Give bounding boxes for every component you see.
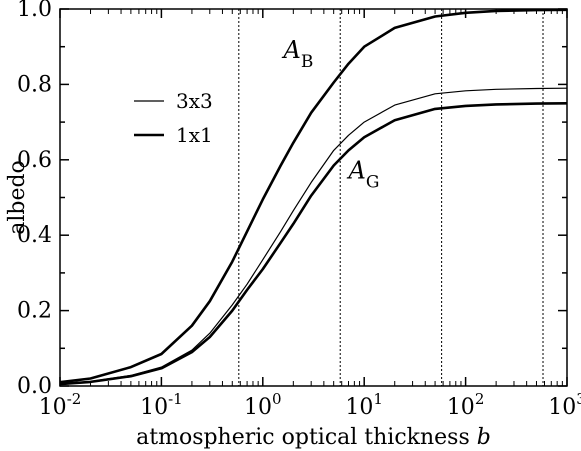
x-tick-label: 10-1 xyxy=(140,390,183,420)
legend-label: 1x1 xyxy=(176,123,213,147)
x-tick-labels: 10-210-1100101102103 xyxy=(39,390,581,420)
annotation-var: A xyxy=(346,157,365,185)
series-layer xyxy=(59,8,568,386)
x-tick-label-exponent: 1 xyxy=(373,390,383,408)
annotation-subscript: B xyxy=(301,52,314,72)
series-line-0 xyxy=(59,8,568,384)
legend-label: 3x3 xyxy=(176,89,213,113)
vertical-reference-lines xyxy=(238,9,544,386)
x-axis-label-text: atmospheric optical thickness xyxy=(136,425,470,450)
x-tick-label: 100 xyxy=(244,390,282,420)
x-tick-label-base: 10 xyxy=(548,395,576,420)
axis-ticks xyxy=(59,8,568,387)
y-tick-labels: 0.0 0.2 0.4 0.6 0.8 1.0 xyxy=(17,0,52,399)
annotation-AB: AB xyxy=(281,36,313,72)
x-tick-label: 101 xyxy=(345,390,383,420)
x-axis-label: atmospheric optical thickness b xyxy=(136,425,491,450)
y-tick-label: 0.2 xyxy=(17,299,52,324)
y-tick-label: 0.6 xyxy=(17,148,52,173)
x-tick-label-base: 10 xyxy=(447,395,475,420)
annotation-var: A xyxy=(281,36,300,64)
x-tick-label-exponent: 2 xyxy=(475,390,485,408)
y-tick-label: 0.0 xyxy=(17,374,52,399)
x-tick-label: 10-2 xyxy=(39,390,82,420)
x-tick-label-exponent: 0 xyxy=(272,390,282,408)
y-tick-label: 1.0 xyxy=(17,0,52,22)
y-axis-label: albedo xyxy=(5,160,30,235)
annotation-subscript: G xyxy=(366,173,380,193)
x-tick-label-exponent: -1 xyxy=(168,390,183,408)
y-tick-label: 0.4 xyxy=(17,223,52,248)
x-tick-label-base: 10 xyxy=(39,395,67,420)
series-line-1 xyxy=(59,87,568,385)
plot-frame xyxy=(59,8,568,387)
x-tick-label-exponent: -2 xyxy=(67,390,82,408)
annotation-AG: AG xyxy=(346,157,379,193)
series-line-2 xyxy=(59,102,568,386)
x-tick-label-base: 10 xyxy=(140,395,168,420)
x-tick-label-base: 10 xyxy=(345,395,373,420)
x-tick-label: 102 xyxy=(447,390,485,420)
x-tick-label: 103 xyxy=(548,390,581,420)
y-tick-label: 0.8 xyxy=(17,72,52,97)
x-tick-label-exponent: 3 xyxy=(576,390,581,408)
x-axis-label-var: b xyxy=(477,425,491,450)
x-tick-label-base: 10 xyxy=(244,395,272,420)
